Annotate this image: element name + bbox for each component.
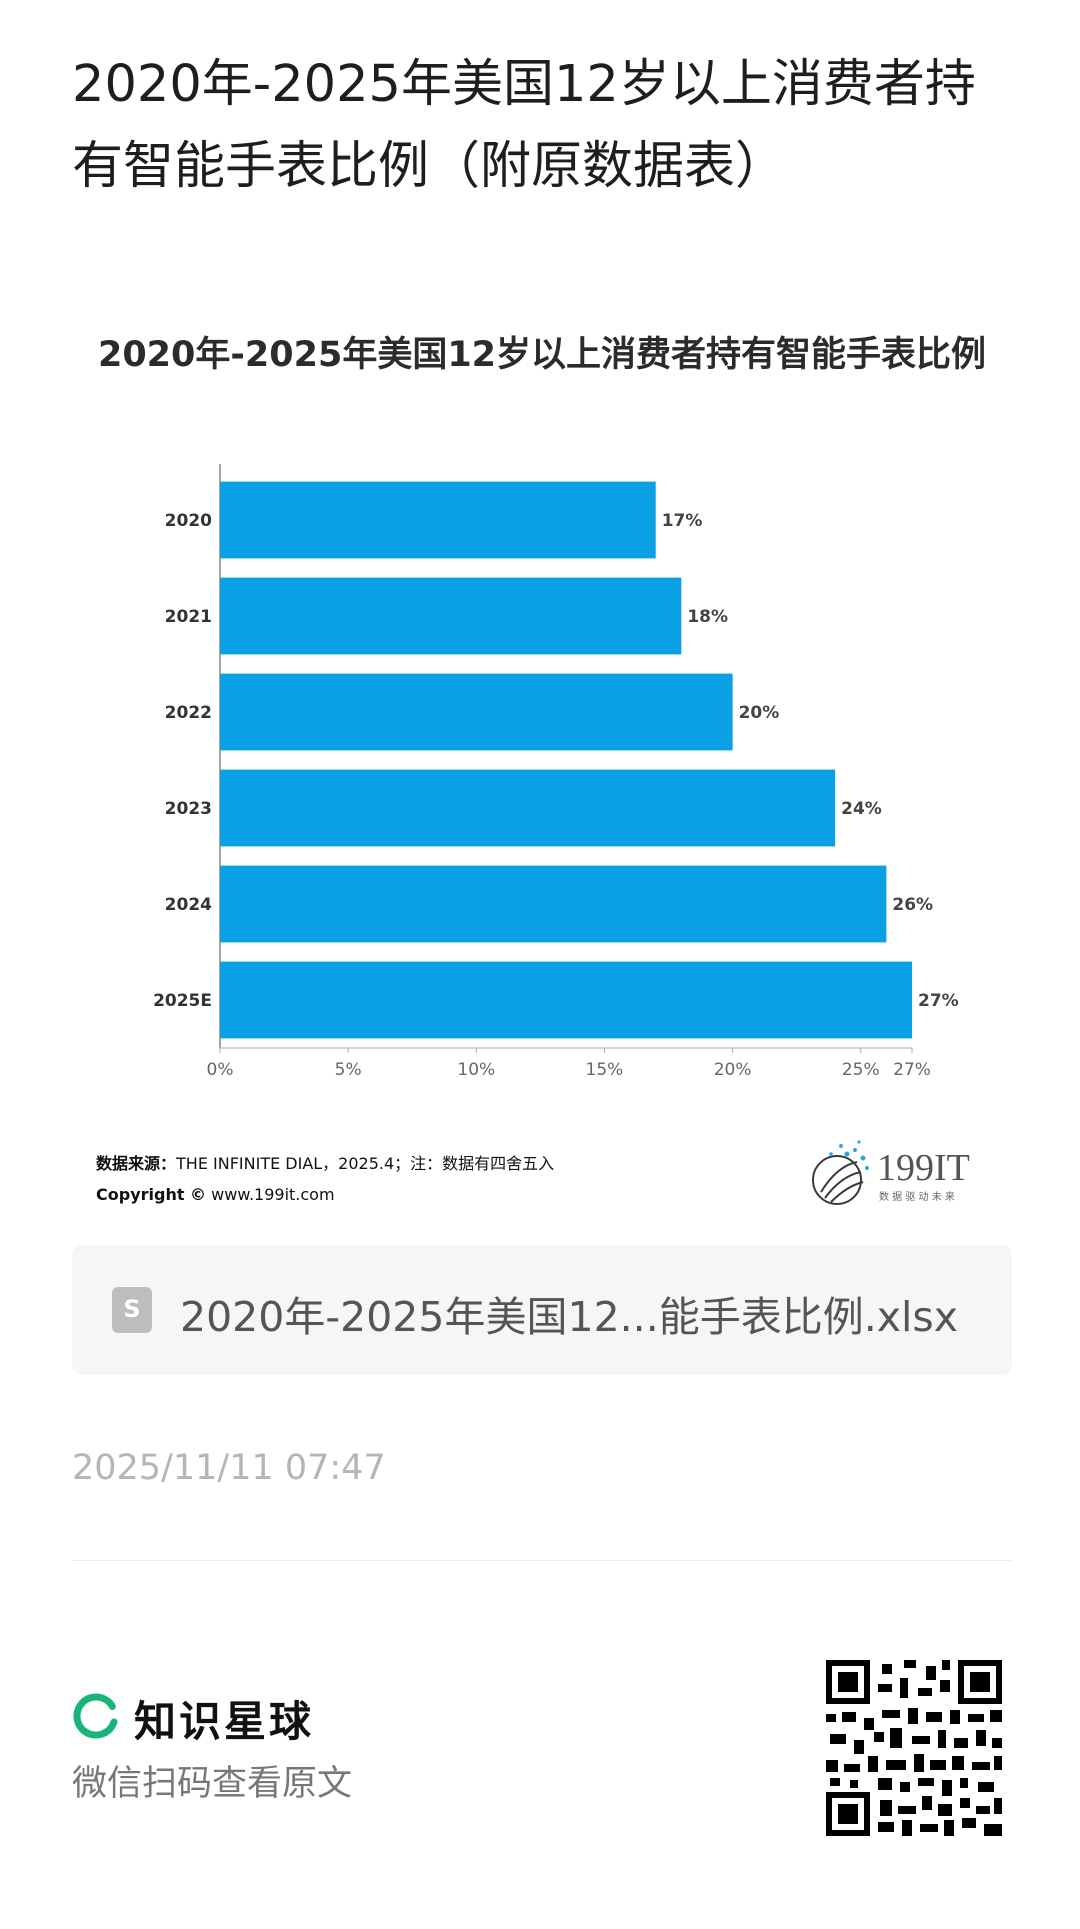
data-label: 27% — [918, 991, 959, 1011]
chart-footer: 数据来源：THE INFINITE DIAL，2025.4；注：数据有四舍五入 … — [96, 1148, 554, 1210]
bar — [220, 481, 656, 559]
bar — [220, 865, 887, 943]
qr-code[interactable] — [826, 1660, 1002, 1836]
source-label: 数据来源： — [96, 1154, 177, 1173]
x-tick-label: 5% — [335, 1060, 362, 1080]
x-tick-label: 25% — [842, 1060, 880, 1080]
chart-plot: 2020 17% 2021 18% 2022 20% 2023 24% 2024 26% 2025E… — [153, 464, 959, 1080]
y-tick-label: 2024 — [165, 895, 212, 915]
scan-hint: 微信扫码查看原文 — [72, 1764, 353, 1804]
x-tick-label: 27% — [893, 1060, 931, 1080]
data-label: 20% — [739, 703, 780, 723]
bar — [220, 769, 836, 847]
data-label: 24% — [841, 799, 882, 819]
spreadsheet-file-icon: S — [112, 1287, 152, 1333]
y-tick-label: 2021 — [165, 607, 212, 627]
source-text: THE INFINITE DIAL，2025.4；注：数据有四舍五入 — [176, 1154, 555, 1173]
timestamp: 2025/11/11 07:47 — [72, 1448, 386, 1488]
bar — [220, 577, 682, 655]
copyright-label: Copyright © — [96, 1185, 207, 1204]
data-label: 26% — [892, 895, 933, 915]
y-tick-label: 2025E — [153, 991, 212, 1011]
copyright-url: www.199it.com — [211, 1185, 335, 1204]
x-tick-label: 0% — [207, 1060, 234, 1080]
x-tick-label: 10% — [457, 1060, 495, 1080]
data-label: 17% — [662, 511, 703, 531]
attachment-card[interactable]: S 2020年-2025年美国12...能手表比例.xlsx — [72, 1245, 1012, 1375]
copyright-line: Copyright © www.199it.com — [96, 1179, 554, 1210]
source-line: 数据来源：THE INFINITE DIAL，2025.4；注：数据有四舍五入 — [96, 1148, 554, 1179]
bar — [220, 673, 733, 751]
attachment-file-name: 2020年-2025年美国12...能手表比例.xlsx — [180, 1293, 959, 1341]
circle-logo-icon — [73, 1693, 118, 1739]
logo-name: 199IT — [877, 1147, 970, 1189]
chart-title: 2020年-2025年美国12岁以上消费者持有智能手表比例 — [97, 335, 987, 375]
x-tick-label: 15% — [586, 1060, 624, 1080]
brand-name: 知识星球 — [134, 1697, 315, 1746]
y-tick-label: 2022 — [165, 703, 212, 723]
logo-tagline: 数 据 驱 动 未 来 — [879, 1190, 955, 1203]
logo-199it: 199IT 数 据 驱 动 未 来 — [812, 1140, 970, 1205]
bar — [220, 961, 912, 1039]
page-title: 2020年-2025年美国12岁以上消费者持有智能手表比例（附原数据表） — [72, 55, 976, 196]
x-tick-label: 20% — [714, 1060, 752, 1080]
divider — [72, 1560, 1012, 1561]
y-tick-label: 2020 — [165, 511, 212, 531]
y-tick-label: 2023 — [165, 799, 212, 819]
chart-card: 2020 17% 2021 18% 2022 20% 2023 24% 2024 26% 2025E… — [72, 300, 1012, 1230]
dandelion-icon — [812, 1140, 869, 1205]
data-label: 18% — [687, 607, 728, 627]
